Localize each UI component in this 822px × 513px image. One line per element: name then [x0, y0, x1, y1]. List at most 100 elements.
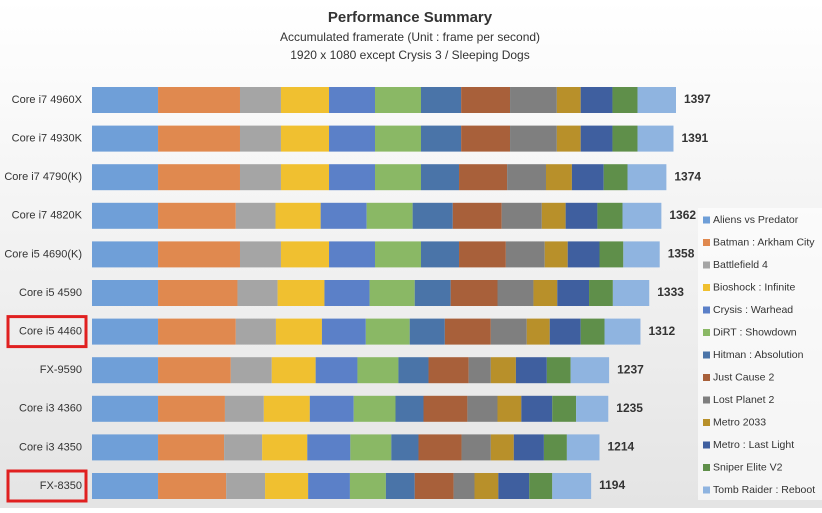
- bar-segment: [603, 164, 628, 191]
- bar-segment: [505, 241, 545, 268]
- bar-segment: [329, 164, 376, 191]
- bar-segment: [453, 473, 475, 499]
- bar-segment: [501, 202, 542, 229]
- total-label: 1214: [607, 440, 634, 454]
- bar-segment: [556, 125, 581, 152]
- bar-segment: [497, 280, 534, 306]
- bar-segment: [320, 202, 367, 229]
- bar-segment: [357, 357, 399, 384]
- y-tick-label: Core i7 4930K: [12, 133, 83, 145]
- total-label: 1397: [684, 92, 711, 106]
- legend-label: Sniper Elite V2: [713, 461, 783, 473]
- legend-swatch: [703, 284, 710, 291]
- bar-segment: [226, 473, 266, 499]
- bar-segment: [507, 164, 546, 191]
- bar-segment: [309, 395, 354, 422]
- bar-segment: [546, 357, 571, 384]
- bar-segment: [92, 87, 159, 113]
- bar-segment: [158, 241, 240, 268]
- bar-segment: [92, 125, 159, 152]
- bar-segment: [474, 473, 499, 499]
- bar-segment: [158, 202, 236, 229]
- bar-segment: [571, 164, 604, 191]
- bar-segment: [420, 164, 460, 191]
- bar-segment: [412, 202, 453, 229]
- bar-segment: [263, 395, 310, 422]
- bar-segment: [576, 395, 609, 422]
- bar-segment: [375, 241, 421, 268]
- bar-segment: [420, 241, 460, 268]
- bar-segment: [418, 434, 462, 461]
- bar-segment: [543, 434, 567, 461]
- bar-segment: [541, 202, 566, 229]
- bar-segment: [158, 164, 240, 191]
- bar-segment: [395, 395, 424, 422]
- bar-segment: [92, 395, 159, 422]
- bar-segment: [461, 125, 511, 152]
- bar-segment: [92, 202, 159, 229]
- bar-segment: [589, 280, 613, 306]
- legend-box: [698, 208, 822, 500]
- legend-label: Crysis : Warhead: [713, 304, 793, 316]
- bar-segment: [623, 241, 660, 268]
- bar-segment: [375, 87, 421, 113]
- bar-segment: [497, 395, 522, 422]
- bar-segment: [498, 473, 530, 499]
- bar-segment: [375, 125, 421, 152]
- bar-segment: [277, 280, 325, 306]
- legend-label: Hitman : Absolution: [713, 349, 804, 361]
- total-label: 1362: [669, 208, 696, 222]
- legend-swatch: [703, 441, 710, 449]
- bar-segment: [414, 280, 451, 306]
- bar-segment: [315, 357, 358, 384]
- bar-segment: [369, 280, 415, 306]
- bar-segment: [158, 357, 231, 384]
- bar-segment: [521, 395, 553, 422]
- bar-segment: [235, 202, 276, 229]
- bar-segment: [414, 473, 454, 499]
- bar-segment: [280, 87, 330, 113]
- total-label: 1312: [648, 324, 675, 338]
- bar-segment: [307, 434, 351, 461]
- bar-segment: [420, 125, 462, 152]
- bar-segment: [308, 473, 350, 499]
- bar-segment: [515, 357, 547, 384]
- bar-segment: [385, 473, 415, 499]
- bar-segment: [92, 164, 159, 191]
- bar-segment: [239, 241, 281, 268]
- y-tick-label: Core i7 4960X: [12, 94, 83, 106]
- y-tick-label: FX-9590: [40, 364, 82, 376]
- legend-swatch: [703, 464, 710, 471]
- y-tick-label: Core i5 4460: [19, 326, 82, 338]
- bar-segment: [92, 434, 159, 461]
- y-tick-label: Core i3 4360: [19, 403, 82, 415]
- bar-segment: [366, 202, 413, 229]
- legend-swatch: [703, 419, 710, 426]
- legend-swatch: [703, 329, 710, 336]
- bar-segment: [526, 318, 550, 345]
- legend-swatch: [703, 396, 710, 404]
- bar-segment: [580, 125, 613, 152]
- y-tick-label: Core i5 4690(K): [4, 248, 82, 260]
- bar-segment: [597, 202, 623, 229]
- y-tick-label: FX-8350: [40, 480, 82, 492]
- bar-segment: [556, 87, 581, 113]
- bar-segment: [544, 241, 568, 268]
- bar-segment: [92, 280, 159, 306]
- bar-segment: [580, 87, 613, 113]
- bar-segment: [452, 202, 502, 229]
- total-label: 1235: [616, 401, 643, 415]
- bar-segment: [459, 164, 508, 191]
- bar-segment: [280, 241, 330, 268]
- legend-swatch: [703, 351, 710, 359]
- legend-swatch: [703, 486, 710, 494]
- bar-segment: [271, 357, 316, 384]
- bar-segment: [92, 241, 159, 268]
- bar-segment: [490, 357, 516, 384]
- chart-title: Performance Summary: [328, 9, 493, 26]
- bar-segment: [490, 318, 527, 345]
- bar-segment: [321, 318, 366, 345]
- bar-segment: [92, 357, 159, 384]
- bar-segment: [398, 357, 429, 384]
